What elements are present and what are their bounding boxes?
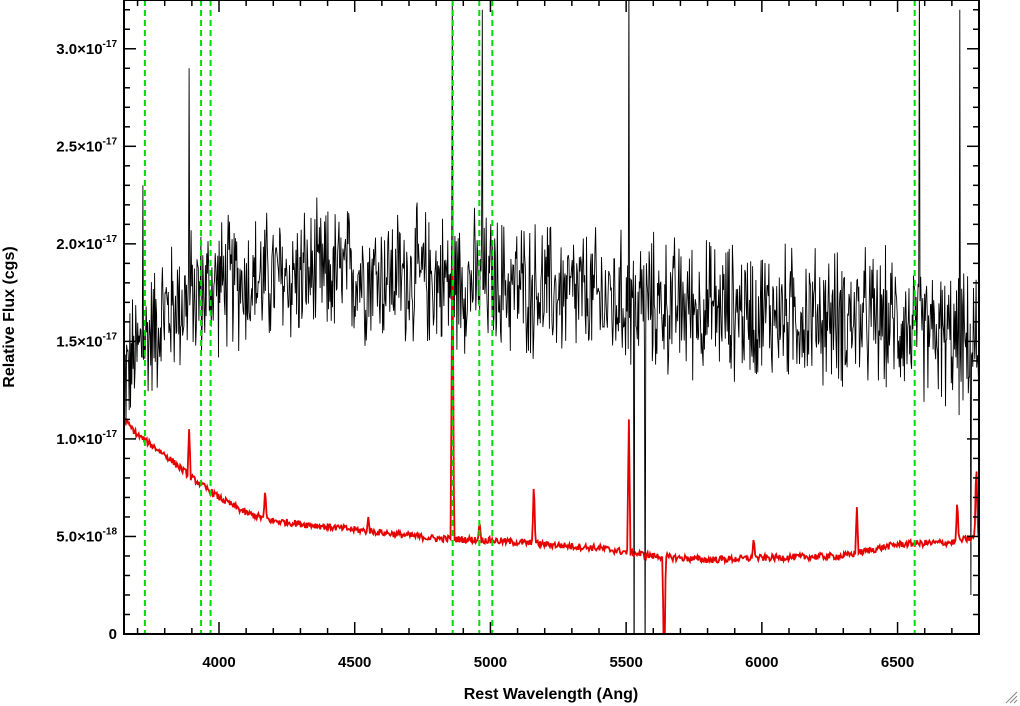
y-tick-label: 2.5×10-17 [56,136,117,155]
y-tick-label: 0 [109,626,117,643]
x-tick-label: 6500 [881,654,914,671]
model-spectrum-line [124,268,979,634]
plot-frame [123,0,980,635]
x-tick-label: 5000 [474,654,507,671]
y-tick-label: 1.5×10-17 [56,331,117,350]
x-tick-label: 5500 [609,654,642,671]
x-tick-label: 4000 [202,654,235,671]
y-tick-label: 2.0×10-17 [56,234,117,253]
x-tick-label: 4500 [338,654,371,671]
x-tick-label: 6000 [745,654,778,671]
resize-grip-icon[interactable] [1004,690,1018,704]
observed-spectrum-line [124,0,979,634]
y-tick-label: 5.0×10-18 [56,526,117,545]
y-axis-title: Relative Flux (cgs) [1,246,18,387]
x-axis-title: Rest Wavelength (Ang) [464,686,639,703]
y-tick-label: 3.0×10-17 [56,39,117,58]
y-tick-label: 1.0×10-17 [56,429,117,448]
